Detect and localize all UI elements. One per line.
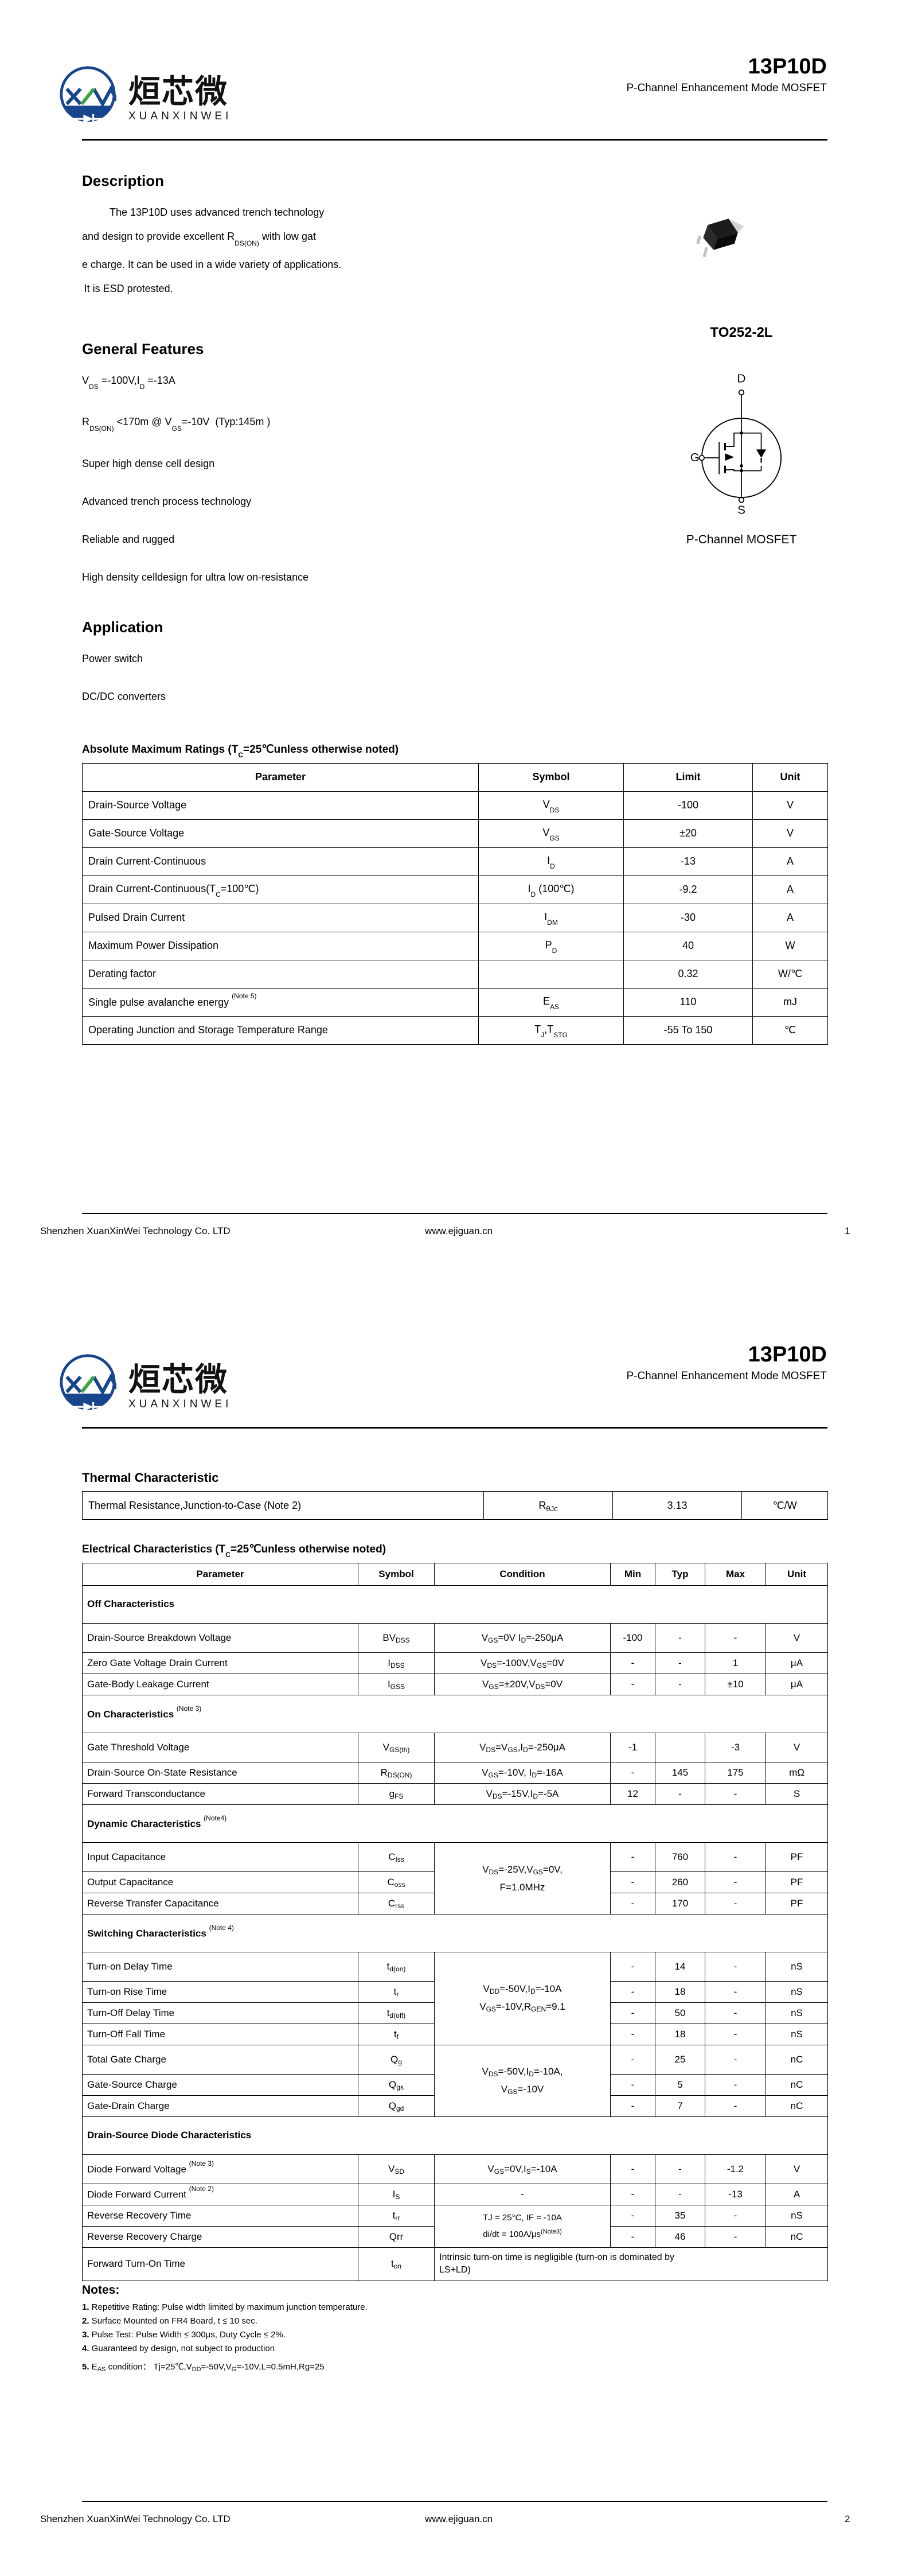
svg-text:G: G: [690, 451, 700, 464]
svg-text:D: D: [737, 372, 746, 386]
svg-text:S: S: [737, 504, 745, 517]
